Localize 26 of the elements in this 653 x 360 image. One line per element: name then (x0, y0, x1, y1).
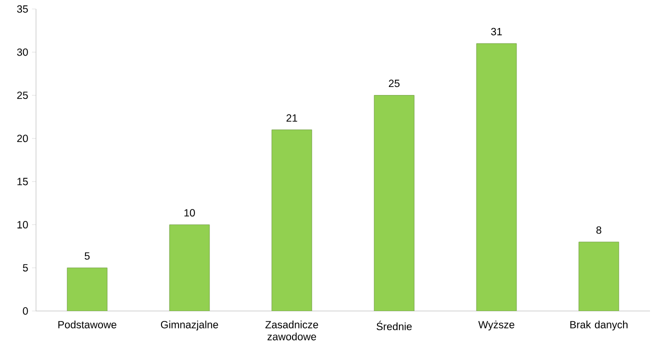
bar (578, 242, 620, 311)
y-tick-label: 30 (17, 48, 28, 56)
data-label: 25 (388, 80, 400, 88)
x-tick-label: Średnie (376, 320, 412, 330)
y-tick-label: 20 (17, 134, 28, 142)
x-tick-label: Podstawowe (58, 320, 116, 328)
y-tick-label: 5 (22, 264, 28, 272)
x-tick-label: Wyższe (478, 320, 514, 330)
bar (476, 43, 517, 311)
bar (169, 224, 210, 311)
y-tick-label: 15 (17, 178, 28, 186)
y-tick-label: 35 (17, 5, 28, 13)
y-tick-label: 25 (17, 92, 28, 99)
bar (272, 130, 312, 311)
data-label: 8 (596, 226, 602, 234)
x-tick-label: Gimnazjalne (160, 320, 218, 330)
data-label: 5 (84, 252, 90, 260)
y-tick-label: 0 (22, 307, 28, 315)
data-label: 31 (491, 28, 502, 36)
data-label: 10 (184, 209, 195, 217)
y-tick-label: 10 (17, 221, 28, 228)
bar (374, 95, 414, 311)
x-tick-label: Brak danych (570, 320, 628, 330)
bar (66, 268, 108, 311)
data-label: 21 (286, 114, 298, 122)
x-tick-label: Zasadnicze zawodowe (265, 320, 318, 340)
